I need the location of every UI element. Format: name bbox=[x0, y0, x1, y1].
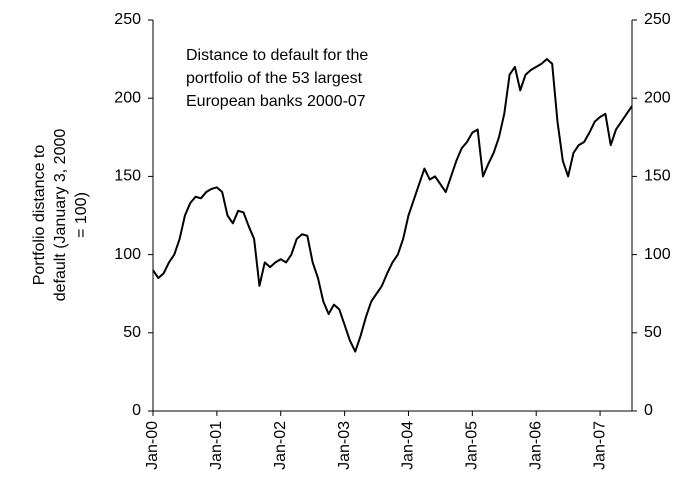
x-tick-label: Jan-07 bbox=[591, 421, 608, 470]
y-tick-label: 150 bbox=[114, 168, 141, 185]
y2-tick-label: 50 bbox=[644, 324, 662, 341]
y2-tick-label: 150 bbox=[644, 168, 671, 185]
x-tick-label: Jan-03 bbox=[336, 421, 353, 470]
x-tick-label: Jan-00 bbox=[144, 421, 161, 470]
y-axis-label: Portfolio distance to bbox=[31, 145, 48, 286]
y2-tick-label: 250 bbox=[644, 11, 671, 28]
y-tick-label: 200 bbox=[114, 89, 141, 106]
annotation: portfolio of the 53 largest bbox=[186, 70, 363, 87]
y2-tick-label: 200 bbox=[644, 89, 671, 106]
x-tick-label: Jan-06 bbox=[527, 421, 544, 470]
x-tick-label: Jan-05 bbox=[464, 421, 481, 470]
y-tick-label: 0 bbox=[132, 402, 141, 419]
y-axis-label: = 100) bbox=[73, 192, 90, 238]
annotation: European banks 2000-07 bbox=[186, 93, 366, 110]
y2-tick-label: 0 bbox=[644, 402, 653, 419]
y-tick-label: 250 bbox=[114, 11, 141, 28]
line-series bbox=[152, 58, 633, 353]
y-tick-label: 100 bbox=[114, 246, 141, 263]
y-axis-label: default (January 3, 2000 bbox=[52, 129, 69, 302]
y2-tick-label: 100 bbox=[644, 246, 671, 263]
annotation: Distance to default for the bbox=[186, 47, 368, 64]
x-tick-label: Jan-04 bbox=[400, 421, 417, 470]
x-tick-label: Jan-02 bbox=[272, 421, 289, 470]
x-tick-label: Jan-01 bbox=[208, 421, 225, 470]
y-tick-label: 50 bbox=[123, 324, 141, 341]
